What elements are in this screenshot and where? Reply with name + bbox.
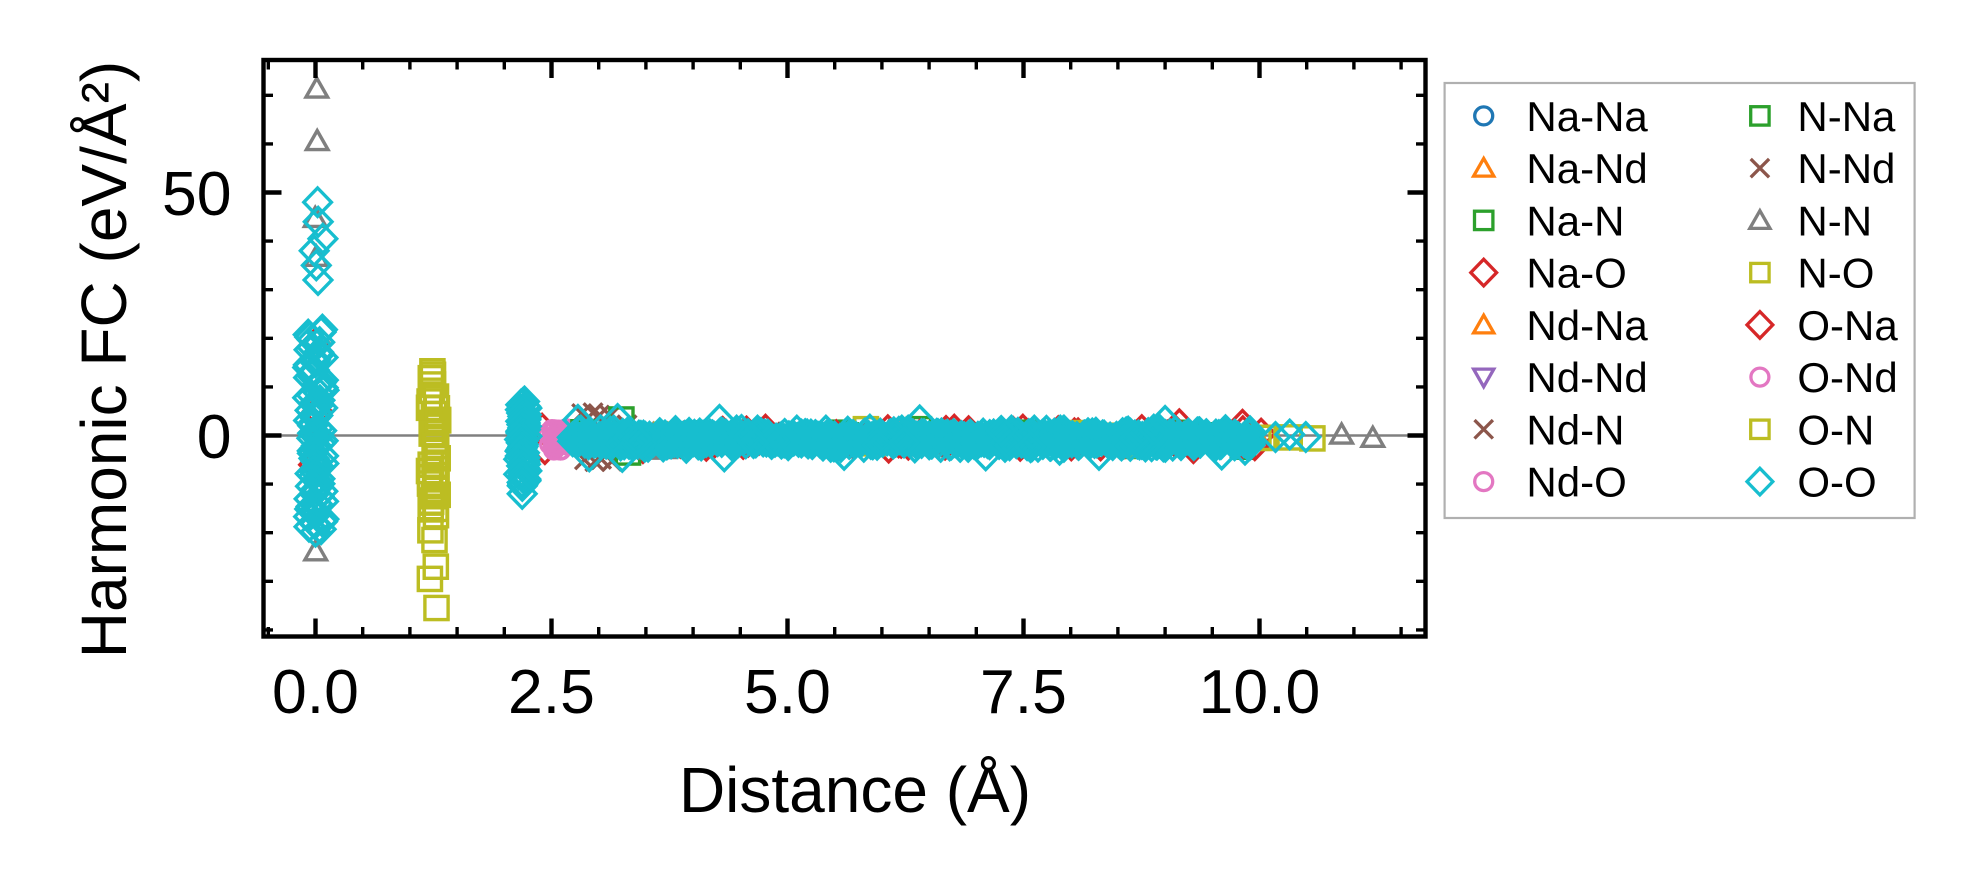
svg-text:Nd-Nd: Nd-Nd xyxy=(1526,354,1647,401)
svg-text:0: 0 xyxy=(197,402,232,472)
svg-text:N-N: N-N xyxy=(1797,197,1872,244)
svg-text:10.0: 10.0 xyxy=(1199,657,1321,727)
svg-text:Na-O: Na-O xyxy=(1526,250,1626,297)
svg-text:Na-Na: Na-Na xyxy=(1526,93,1648,140)
svg-text:50: 50 xyxy=(162,159,232,229)
svg-text:O-O: O-O xyxy=(1797,459,1876,506)
svg-text:Na-N: Na-N xyxy=(1526,197,1624,244)
svg-text:O-N: O-N xyxy=(1797,406,1874,453)
svg-text:0.0: 0.0 xyxy=(272,657,359,727)
svg-text:Harmonic FC (eV/Å²): Harmonic FC (eV/Å²) xyxy=(68,61,140,658)
svg-text:Nd-Na: Nd-Na xyxy=(1526,302,1648,349)
svg-text:Distance (Å): Distance (Å) xyxy=(679,754,1031,826)
svg-text:Nd-N: Nd-N xyxy=(1526,406,1624,453)
svg-text:2.5: 2.5 xyxy=(508,657,595,727)
svg-text:O-Nd: O-Nd xyxy=(1797,354,1897,401)
svg-text:O-Na: O-Na xyxy=(1797,302,1898,349)
svg-text:5.0: 5.0 xyxy=(744,657,831,727)
svg-text:Nd-O: Nd-O xyxy=(1526,459,1626,506)
svg-text:N-O: N-O xyxy=(1797,250,1874,297)
svg-text:N-Na: N-Na xyxy=(1797,93,1896,140)
svg-text:N-Nd: N-Nd xyxy=(1797,145,1895,192)
svg-text:Na-Nd: Na-Nd xyxy=(1526,145,1647,192)
svg-text:7.5: 7.5 xyxy=(980,657,1067,727)
